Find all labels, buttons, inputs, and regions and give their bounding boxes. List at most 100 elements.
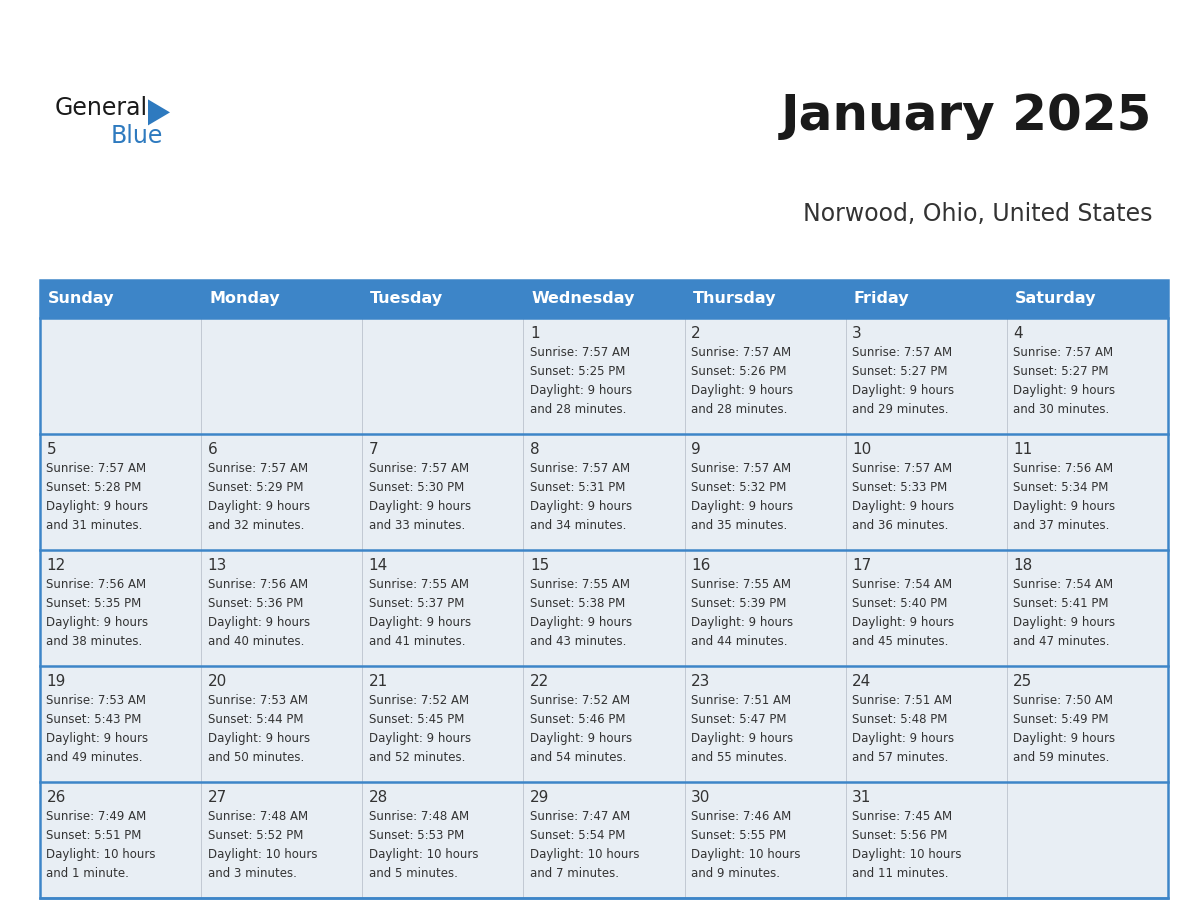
Text: Sunset: 5:32 PM: Sunset: 5:32 PM xyxy=(691,481,786,494)
Text: Daylight: 10 hours: Daylight: 10 hours xyxy=(368,848,479,861)
Text: Tuesday: Tuesday xyxy=(371,292,443,307)
Text: Daylight: 9 hours: Daylight: 9 hours xyxy=(46,500,148,513)
Text: 26: 26 xyxy=(46,790,65,805)
Text: Daylight: 10 hours: Daylight: 10 hours xyxy=(530,848,639,861)
Text: 18: 18 xyxy=(1013,558,1032,573)
Text: and 49 minutes.: and 49 minutes. xyxy=(46,751,143,764)
Text: Sunset: 5:40 PM: Sunset: 5:40 PM xyxy=(852,597,948,610)
Text: Sunrise: 7:57 AM: Sunrise: 7:57 AM xyxy=(46,462,146,475)
Text: and 9 minutes.: and 9 minutes. xyxy=(691,868,781,880)
Text: Daylight: 9 hours: Daylight: 9 hours xyxy=(691,384,794,397)
Text: Daylight: 9 hours: Daylight: 9 hours xyxy=(208,616,310,629)
Text: Daylight: 10 hours: Daylight: 10 hours xyxy=(691,848,801,861)
Bar xyxy=(846,434,1007,550)
Text: Sunset: 5:34 PM: Sunset: 5:34 PM xyxy=(1013,481,1108,494)
Text: Sunday: Sunday xyxy=(48,292,114,307)
Text: Sunrise: 7:52 AM: Sunrise: 7:52 AM xyxy=(530,694,630,707)
Bar xyxy=(201,280,362,318)
Bar xyxy=(524,318,684,434)
Text: 27: 27 xyxy=(208,790,227,805)
Text: Daylight: 9 hours: Daylight: 9 hours xyxy=(691,616,794,629)
Text: 20: 20 xyxy=(208,674,227,689)
Text: Sunset: 5:36 PM: Sunset: 5:36 PM xyxy=(208,597,303,610)
Bar xyxy=(362,434,524,550)
Text: Sunrise: 7:57 AM: Sunrise: 7:57 AM xyxy=(1013,346,1113,359)
Bar xyxy=(40,280,201,318)
Text: and 11 minutes.: and 11 minutes. xyxy=(852,868,949,880)
Text: Daylight: 9 hours: Daylight: 9 hours xyxy=(1013,616,1116,629)
Text: Sunset: 5:39 PM: Sunset: 5:39 PM xyxy=(691,597,786,610)
Text: Friday: Friday xyxy=(854,292,909,307)
Text: Wednesday: Wednesday xyxy=(531,292,634,307)
Bar xyxy=(201,318,362,434)
Text: and 32 minutes.: and 32 minutes. xyxy=(208,520,304,532)
Text: Sunrise: 7:48 AM: Sunrise: 7:48 AM xyxy=(368,810,469,823)
Text: Sunset: 5:44 PM: Sunset: 5:44 PM xyxy=(208,713,303,726)
Text: Daylight: 9 hours: Daylight: 9 hours xyxy=(530,732,632,745)
Bar xyxy=(1007,666,1168,782)
Bar xyxy=(846,280,1007,318)
Bar xyxy=(40,666,201,782)
Bar xyxy=(40,318,201,434)
Text: Sunset: 5:33 PM: Sunset: 5:33 PM xyxy=(852,481,947,494)
Text: Sunrise: 7:52 AM: Sunrise: 7:52 AM xyxy=(368,694,469,707)
Text: Sunrise: 7:51 AM: Sunrise: 7:51 AM xyxy=(691,694,791,707)
Text: Daylight: 9 hours: Daylight: 9 hours xyxy=(368,732,470,745)
Bar xyxy=(1007,434,1168,550)
Text: Sunrise: 7:50 AM: Sunrise: 7:50 AM xyxy=(1013,694,1113,707)
Text: and 1 minute.: and 1 minute. xyxy=(46,868,129,880)
Text: Sunset: 5:27 PM: Sunset: 5:27 PM xyxy=(1013,365,1108,378)
Text: Sunrise: 7:49 AM: Sunrise: 7:49 AM xyxy=(46,810,146,823)
Bar xyxy=(362,666,524,782)
Text: 15: 15 xyxy=(530,558,549,573)
Bar xyxy=(524,666,684,782)
Text: Sunrise: 7:55 AM: Sunrise: 7:55 AM xyxy=(530,577,630,591)
Text: Sunset: 5:28 PM: Sunset: 5:28 PM xyxy=(46,481,141,494)
Text: 13: 13 xyxy=(208,558,227,573)
Text: Blue: Blue xyxy=(110,125,164,149)
Text: 9: 9 xyxy=(691,442,701,457)
Text: Saturday: Saturday xyxy=(1015,292,1097,307)
Text: 17: 17 xyxy=(852,558,872,573)
Text: 30: 30 xyxy=(691,790,710,805)
Text: and 29 minutes.: and 29 minutes. xyxy=(852,403,949,416)
Text: Sunrise: 7:45 AM: Sunrise: 7:45 AM xyxy=(852,810,953,823)
Text: Sunset: 5:30 PM: Sunset: 5:30 PM xyxy=(368,481,465,494)
Text: 2: 2 xyxy=(691,326,701,341)
Text: Sunrise: 7:46 AM: Sunrise: 7:46 AM xyxy=(691,810,791,823)
Text: Daylight: 9 hours: Daylight: 9 hours xyxy=(368,616,470,629)
Text: Daylight: 9 hours: Daylight: 9 hours xyxy=(208,500,310,513)
Text: 3: 3 xyxy=(852,326,862,341)
Bar xyxy=(40,434,201,550)
Text: Daylight: 9 hours: Daylight: 9 hours xyxy=(46,616,148,629)
Text: 23: 23 xyxy=(691,674,710,689)
Text: Sunset: 5:31 PM: Sunset: 5:31 PM xyxy=(530,481,625,494)
Bar xyxy=(846,782,1007,898)
Text: 29: 29 xyxy=(530,790,549,805)
Text: Daylight: 9 hours: Daylight: 9 hours xyxy=(1013,732,1116,745)
Text: Sunset: 5:26 PM: Sunset: 5:26 PM xyxy=(691,365,786,378)
Text: 6: 6 xyxy=(208,442,217,457)
Text: Sunset: 5:47 PM: Sunset: 5:47 PM xyxy=(691,713,786,726)
Text: Sunset: 5:27 PM: Sunset: 5:27 PM xyxy=(852,365,948,378)
Bar xyxy=(1007,280,1168,318)
Bar xyxy=(201,782,362,898)
Text: Daylight: 10 hours: Daylight: 10 hours xyxy=(46,848,156,861)
Text: 7: 7 xyxy=(368,442,378,457)
Text: Daylight: 9 hours: Daylight: 9 hours xyxy=(530,616,632,629)
Text: 19: 19 xyxy=(46,674,65,689)
Text: January 2025: January 2025 xyxy=(781,92,1152,140)
Bar xyxy=(524,782,684,898)
Text: and 5 minutes.: and 5 minutes. xyxy=(368,868,457,880)
Text: and 54 minutes.: and 54 minutes. xyxy=(530,751,626,764)
Bar xyxy=(684,782,846,898)
Text: and 47 minutes.: and 47 minutes. xyxy=(1013,635,1110,648)
Text: 21: 21 xyxy=(368,674,388,689)
Text: Sunrise: 7:54 AM: Sunrise: 7:54 AM xyxy=(852,577,953,591)
Bar xyxy=(524,280,684,318)
Text: and 43 minutes.: and 43 minutes. xyxy=(530,635,626,648)
Bar xyxy=(201,434,362,550)
Text: Daylight: 9 hours: Daylight: 9 hours xyxy=(530,500,632,513)
Bar xyxy=(201,666,362,782)
Text: Sunset: 5:53 PM: Sunset: 5:53 PM xyxy=(368,829,465,842)
